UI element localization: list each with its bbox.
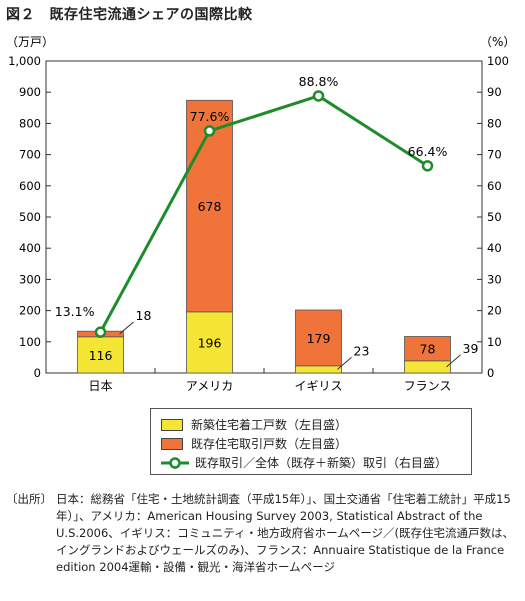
legend-label: 既存取引／全体（既存＋新築）取引（右目盛） [195,456,448,470]
share-value-label: 13.1% [55,304,95,319]
right-tick-label: 60 [487,179,502,193]
legend-label: 既存住宅取引戸数（左目盛） [191,437,348,451]
legend-swatch-orange [161,437,183,450]
left-tick-label: 900 [19,85,41,99]
right-tick-label: 10 [487,335,502,349]
right-tick-label: 40 [487,241,502,255]
source-text: 日本：総務省「住宅・土地統計調査（平成15年）」、国土交通省「住宅着工統計」平成… [56,492,515,574]
legend-label: 新築住宅着工戸数（左目盛） [191,418,348,432]
right-tick-label: 90 [487,85,502,99]
right-tick-label: 80 [487,116,502,130]
category-label: アメリカ [186,379,233,393]
category-label: イギリス [294,379,342,393]
bar-existing-transactions [295,309,342,367]
left-tick-label: 1,000 [8,54,41,68]
left-tick-label: 600 [19,179,41,193]
left-tick-label: 500 [19,210,41,224]
bar-value-label: 116 [89,348,113,363]
bar-new-construction [186,311,233,374]
stacked-bar-line-chart: （万戸） （%） 0 0 100 10 200 20 300 30 400 40 500 50 600 6… [6,35,515,393]
bar-value-label: 179 [307,331,331,346]
leader-line [119,321,134,335]
legend-item-share-line: 既存取引／全体（既存＋新築）取引（右目盛） [161,453,461,472]
left-axis-unit: （万戸） [6,35,54,49]
left-tick-label: 0 [34,366,41,380]
right-tick-label: 50 [487,210,502,224]
plot-frame [45,60,483,374]
left-tick-label: 400 [19,241,41,255]
legend-item-existing-transactions: 既存住宅取引戸数（左目盛） [161,434,461,453]
share-point [421,160,434,172]
figure-title: 図２ 既存住宅流通シェアの国際比較 [6,7,253,23]
legend-line-marker-icon [161,456,189,469]
share-point [94,326,107,338]
category-label: 日本 [88,379,112,393]
category-label: フランス [404,379,452,393]
bar-value-label: 78 [420,342,436,357]
leader-line [337,357,352,370]
legend-item-new-construction: 新築住宅着工戸数（左目盛） [161,415,461,434]
bar-new-construction [295,365,342,374]
left-tick-label: 200 [19,304,41,318]
right-tick-label: 70 [487,148,502,162]
right-tick-label: 30 [487,272,502,286]
source-label: 〔出所〕 [6,492,52,506]
chart-legend: 新築住宅着工戸数（左目盛） 既存住宅取引戸数（左目盛） 既存取引／全体（既存＋新… [150,408,472,475]
left-tick-label: 100 [19,335,41,349]
bar-value-label: 678 [198,199,222,214]
left-tick-label: 300 [19,272,41,286]
bar-value-label: 196 [198,335,222,350]
plot-area: 0 0 100 10 200 20 300 30 400 40 500 50 600 60 700 70 800… [8,54,509,393]
share-point [312,90,325,102]
legend-swatch-yellow [161,418,183,431]
bar-value-label: 39 [463,341,479,356]
source-note: 〔出所〕 日本：総務省「住宅・土地統計調査（平成15年）」、国土交通省「住宅着工… [6,491,518,576]
right-tick-label: 20 [487,304,502,318]
share-point [203,125,216,137]
leader-line [446,354,461,368]
bar-value-label: 18 [136,308,152,323]
share-value-label: 77.6% [190,109,230,124]
right-tick-label: 0 [487,366,494,380]
left-tick-label: 700 [19,148,41,162]
bar-value-label: 23 [354,343,370,358]
right-axis-unit: （%） [480,35,515,49]
right-tick-label: 100 [487,54,509,68]
share-value-label: 66.4% [408,144,448,159]
share-line [99,94,429,333]
share-value-label: 88.8% [299,74,339,89]
left-tick-label: 800 [19,116,41,130]
bar-new-construction [404,360,451,374]
bar-existing-transactions [404,336,451,362]
